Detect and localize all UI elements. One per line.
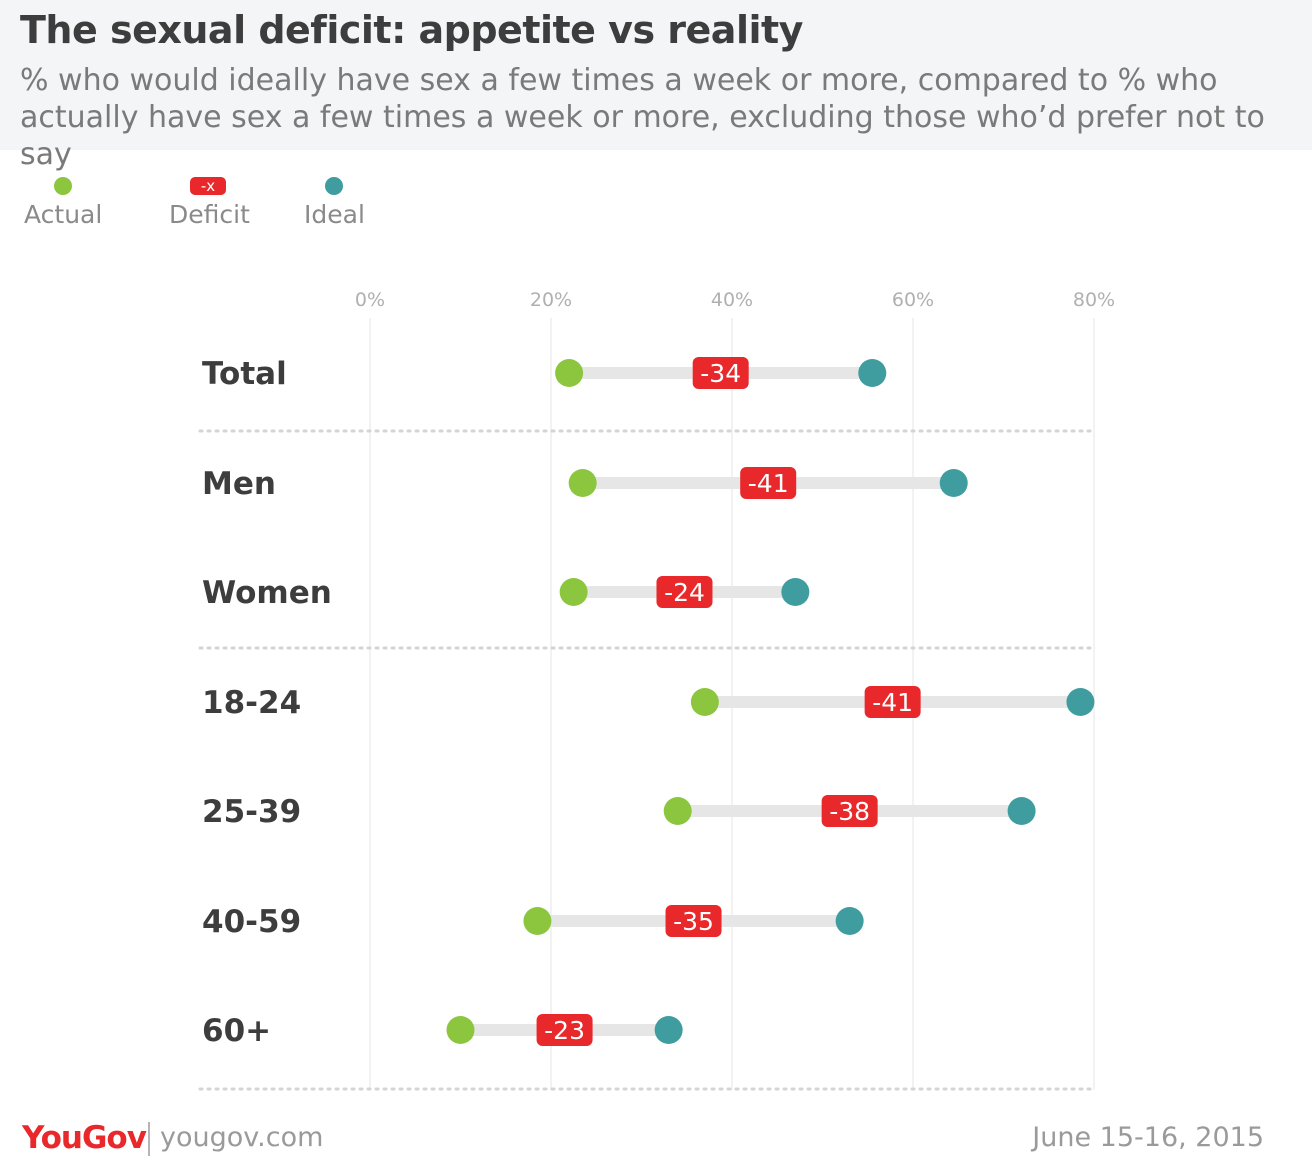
x-tick-label: 80% <box>1073 289 1115 311</box>
deficit-label: -34 <box>700 359 741 388</box>
ideal-point <box>654 1016 683 1044</box>
footer-divider <box>148 1122 150 1156</box>
deficit-badge <box>656 576 713 608</box>
actual-point <box>446 1016 475 1044</box>
legend-ideal-dot <box>325 177 343 195</box>
ideal-point <box>939 469 968 497</box>
deficit-badge <box>821 795 878 827</box>
category-label: Total <box>202 356 287 392</box>
deficit-badge <box>665 905 722 937</box>
actual-point <box>559 578 588 606</box>
legend-deficit-marker: -x <box>190 177 226 195</box>
category-label: 25-39 <box>202 794 301 830</box>
header-panel: The sexual deficit: appetite vs reality … <box>0 0 1312 172</box>
ideal-point <box>781 578 810 606</box>
actual-point <box>568 469 597 497</box>
category-label: 18-24 <box>202 685 301 721</box>
ideal-point <box>1066 688 1095 716</box>
x-tick-label: 60% <box>892 289 934 311</box>
ideal-point <box>1007 797 1036 825</box>
ideal-point <box>858 359 887 387</box>
actual-point <box>690 688 719 716</box>
legend-deficit-label: Deficit <box>169 200 250 229</box>
actual-point <box>555 359 584 387</box>
chart-title: The sexual deficit: appetite vs reality <box>20 8 803 52</box>
deficit-label: -35 <box>673 907 714 936</box>
legend-actual-label: Actual <box>24 200 103 229</box>
footer-site: yougov.com <box>160 1122 324 1153</box>
x-tick-label: 40% <box>711 289 753 311</box>
category-label: 40-59 <box>202 904 301 940</box>
x-tick-label: 0% <box>355 289 385 311</box>
deficit-badge <box>864 686 921 718</box>
legend-actual-dot <box>54 177 72 195</box>
deficit-badge <box>740 467 797 499</box>
deficit-label: -38 <box>829 797 870 826</box>
category-label: Women <box>202 575 332 611</box>
deficit-badge <box>692 357 749 389</box>
ideal-point <box>835 907 864 935</box>
legend-ideal-label: Ideal <box>304 200 365 229</box>
category-label: Men <box>202 466 276 502</box>
footer-date: June 15-16, 2015 <box>1032 1122 1264 1153</box>
actual-point <box>663 797 692 825</box>
deficit-label: -23 <box>544 1016 585 1045</box>
category-label: 60+ <box>202 1013 271 1049</box>
yougov-logo: YouGov <box>22 1120 147 1156</box>
x-tick-label: 20% <box>530 289 572 311</box>
deficit-label: -24 <box>664 578 705 607</box>
deficit-badge <box>536 1014 593 1046</box>
deficit-label: -41 <box>872 688 913 717</box>
actual-point <box>523 907 552 935</box>
chart-subtitle: % who would ideally have sex a few times… <box>20 63 1265 172</box>
deficit-label: -41 <box>748 469 789 498</box>
